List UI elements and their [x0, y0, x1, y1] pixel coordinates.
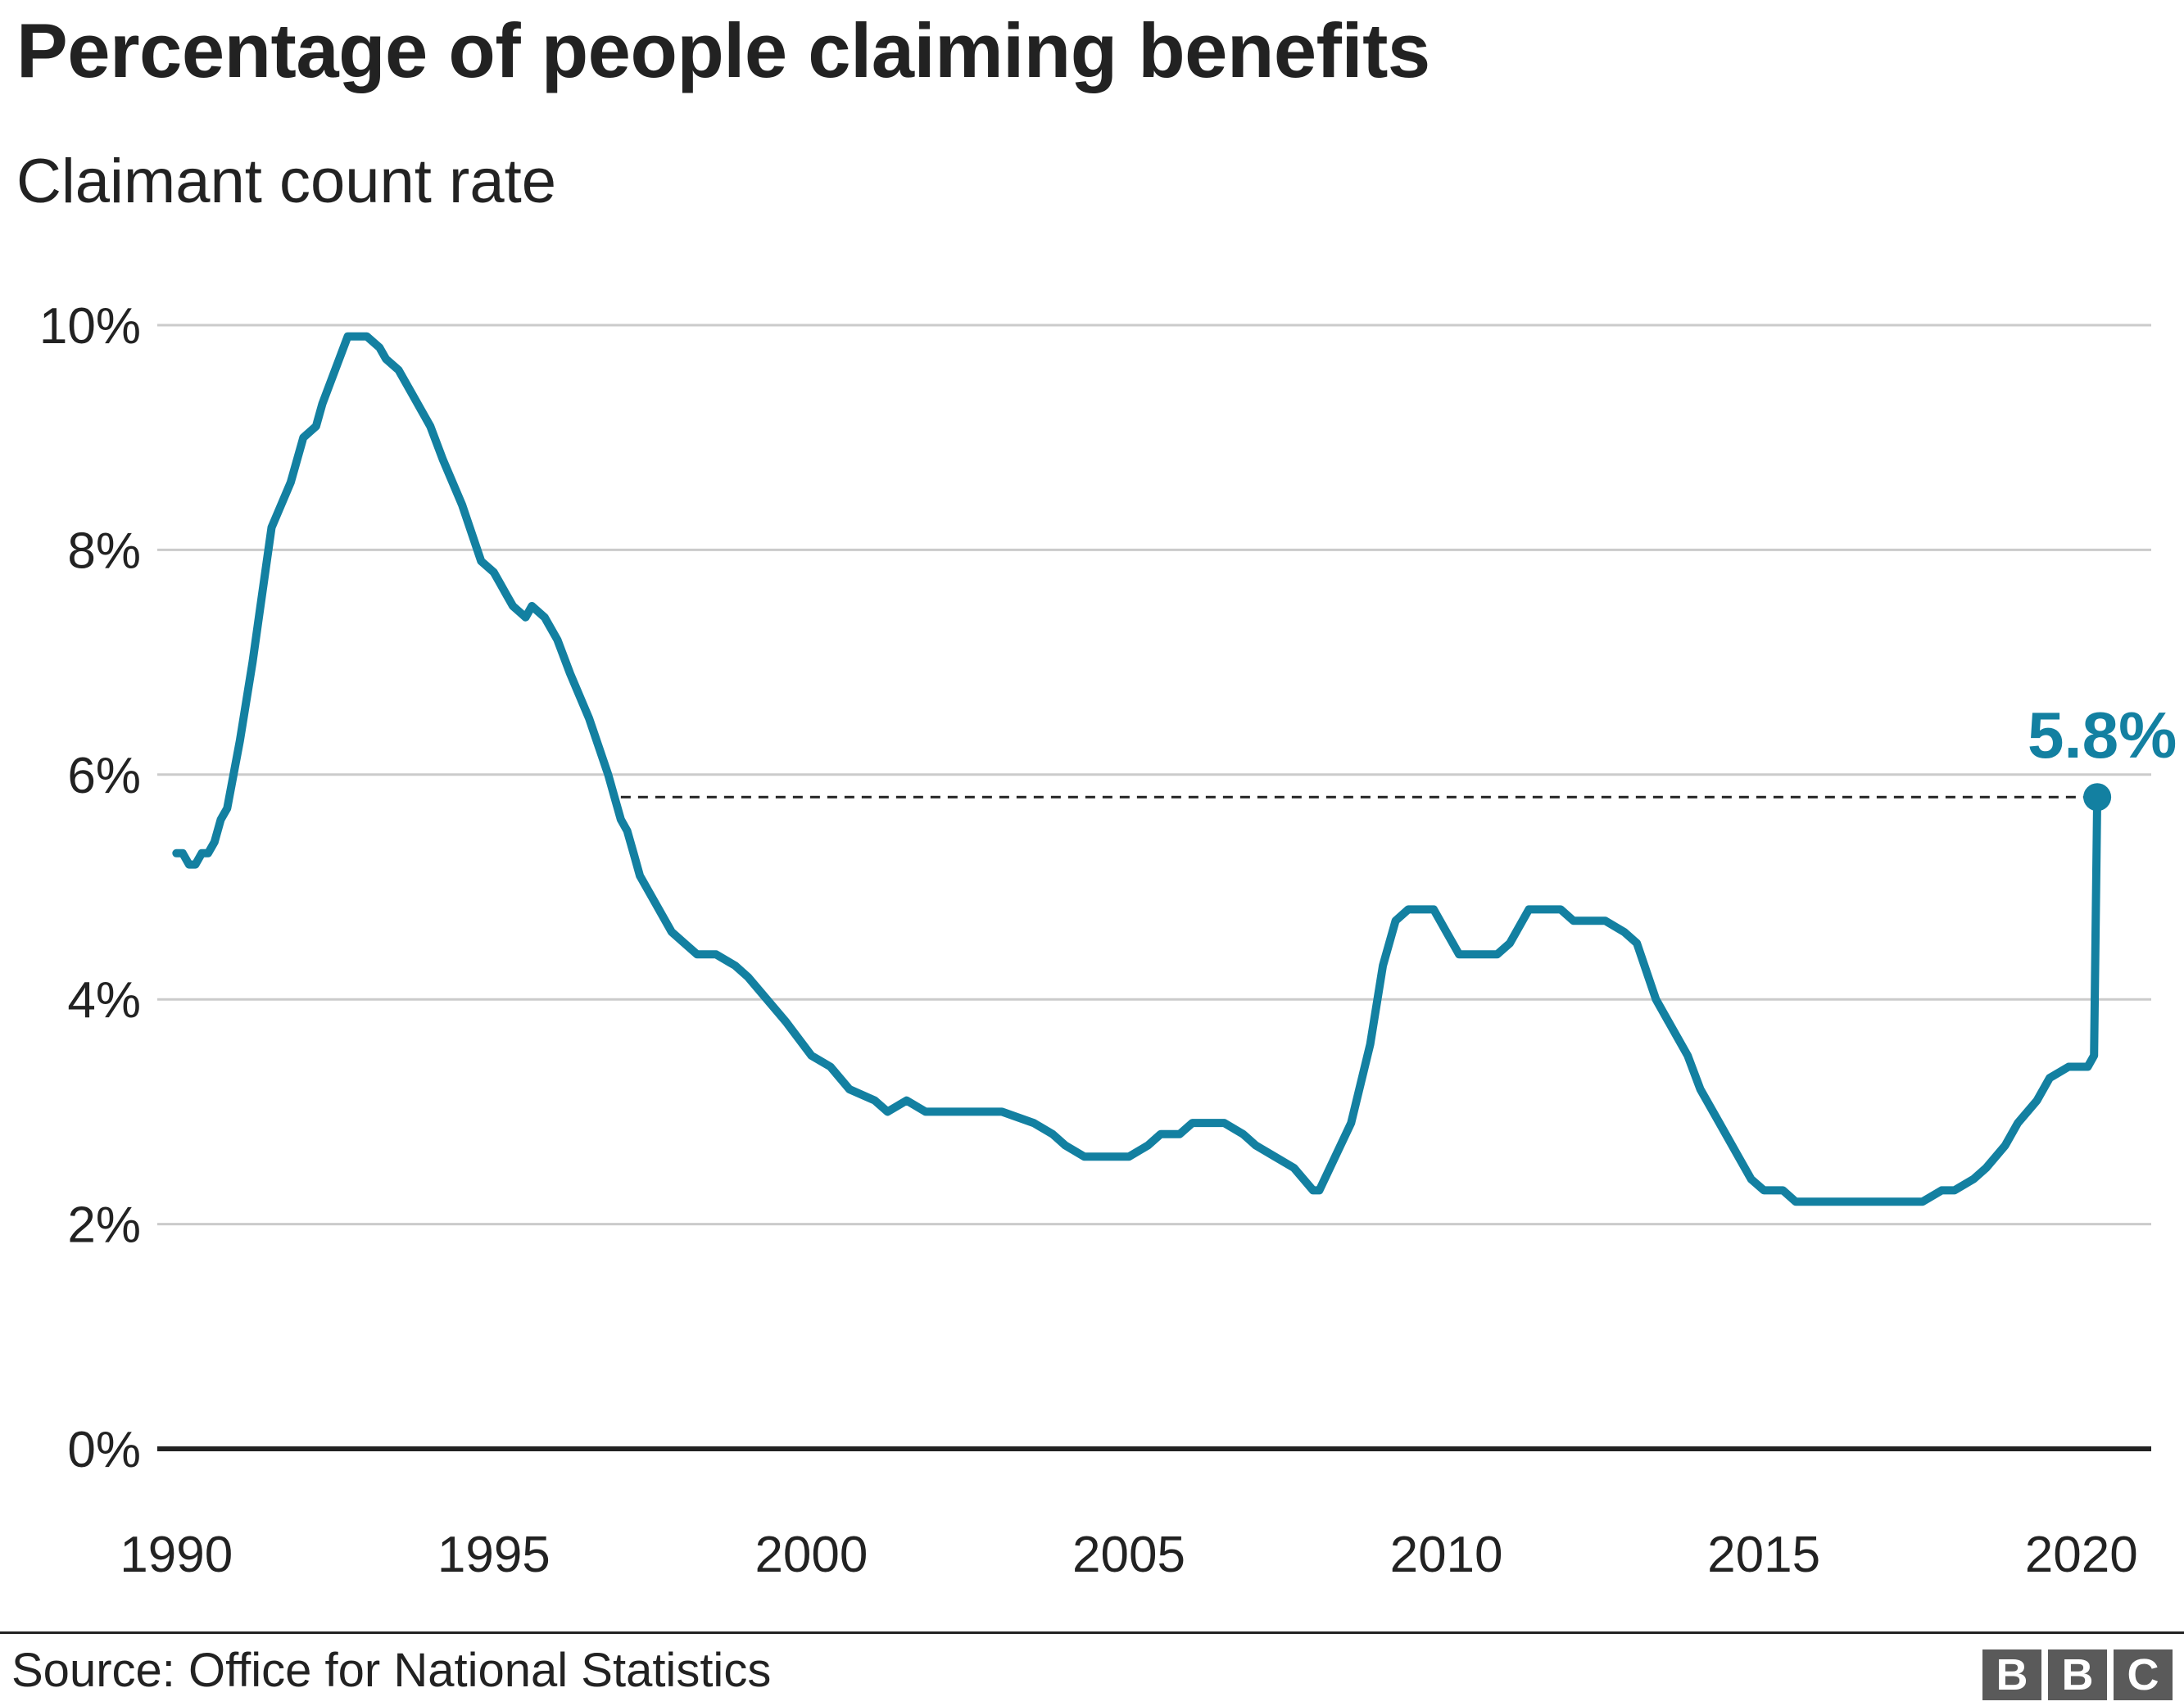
x-tick-label: 1990 — [120, 1527, 233, 1583]
y-tick-label: 8% — [67, 523, 141, 579]
series-line — [172, 332, 2102, 1206]
source-note: Source: Office for National Statistics — [11, 1644, 772, 1697]
end-point-marker — [2083, 783, 2112, 812]
x-tick-label: 2020 — [2025, 1527, 2138, 1583]
logo-letter: B — [2048, 1649, 2107, 1700]
y-tick-label: 2% — [67, 1197, 141, 1254]
y-tick-label: 6% — [67, 748, 141, 804]
x-tick-label: 2010 — [1390, 1527, 1503, 1583]
x-tick-label: 1995 — [437, 1527, 551, 1583]
x-tick-label: 2015 — [1707, 1527, 1820, 1583]
x-tick-label: 2005 — [1072, 1527, 1185, 1583]
bbc-logo: B B C — [1982, 1649, 2173, 1700]
logo-letter: C — [2114, 1649, 2173, 1700]
y-tick-label: 10% — [39, 298, 141, 355]
x-tick-label: 2000 — [754, 1527, 868, 1583]
footer-divider — [0, 1631, 2184, 1634]
logo-letter: B — [1982, 1649, 2041, 1700]
end-value-label: 5.8% — [2028, 699, 2177, 772]
y-tick-label: 4% — [67, 972, 141, 1029]
chart-subtitle: Claimant count rate — [16, 147, 556, 216]
chart-title: Percentage of people claiming benefits — [16, 7, 1430, 93]
y-tick-label: 0% — [67, 1422, 141, 1478]
